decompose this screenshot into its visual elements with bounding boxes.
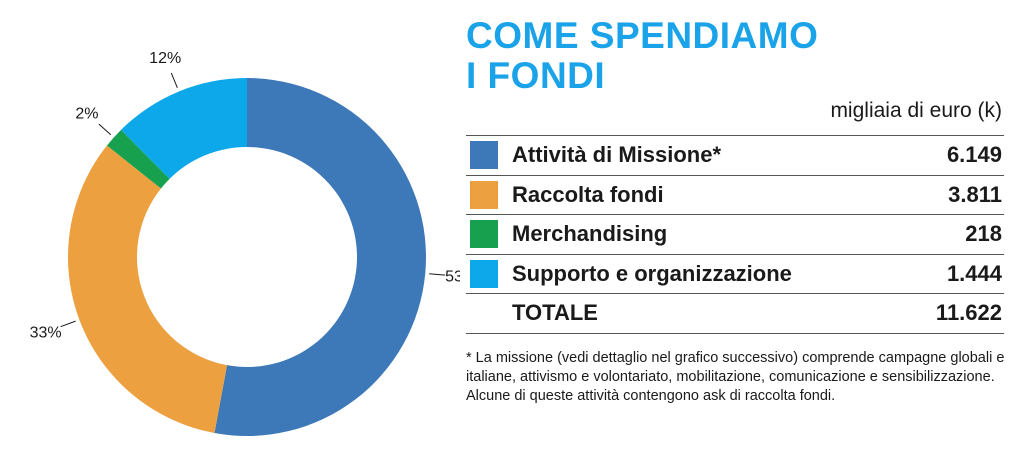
footnote: * La missione (vedi dettaglio nel grafic…	[466, 350, 1005, 404]
row-label: Merchandising	[512, 221, 668, 247]
slice-supporto	[121, 78, 247, 179]
row-value: 1.444	[946, 260, 1002, 286]
units-label: migliaia di euro (k)	[830, 99, 1002, 122]
title-line-1: COME SPENDIAMO	[466, 15, 819, 56]
row-value: 3.811	[948, 181, 1002, 207]
title-line-2: I FONDI	[466, 55, 606, 96]
donut-chart: 53% 33% 2% 12%	[30, 50, 460, 436]
row-value: 218	[965, 221, 1002, 247]
total-value: 11.622	[935, 300, 1002, 326]
slice-raccolta	[68, 145, 228, 434]
leader-lines	[60, 72, 446, 328]
legend-swatch-raccolta	[470, 180, 498, 209]
percent-label-merchandising: 2%	[75, 105, 98, 122]
row-label: Attività di Missione*	[512, 142, 722, 168]
legend-swatch-supporto	[470, 259, 498, 288]
leader-line	[98, 123, 112, 136]
legend-table: Attività di Missione* 6.149 Raccolta fon…	[466, 135, 1004, 334]
legend-swatch-merchandising	[470, 220, 498, 249]
table-row: Attività di Missione* 6.149	[466, 136, 1004, 176]
table-row: Merchandising 218	[466, 215, 1004, 255]
total-spacer	[470, 299, 498, 327]
leader-line	[429, 273, 446, 276]
row-label: Supporto e organizzazione	[512, 260, 792, 286]
total-row: TOTALE 11.622	[466, 294, 1004, 334]
table-row: Raccolta fondi 3.811	[466, 176, 1004, 215]
table-row: Supporto e organizzazione 1.444	[466, 255, 1004, 294]
row-value: 6.149	[946, 142, 1002, 168]
donut-slices	[68, 78, 426, 436]
leader-line	[60, 320, 76, 328]
percent-label-missione: 53%	[445, 269, 460, 286]
slice-merchandising	[106, 129, 170, 189]
percent-label-supporto: 12%	[149, 50, 181, 67]
chart-title: COME SPENDIAMO I FONDI	[466, 16, 818, 96]
leader-line	[170, 72, 178, 88]
legend-swatch-missione	[470, 141, 498, 170]
row-label: Raccolta fondi	[512, 181, 664, 207]
percent-labels: 53% 33% 2% 12%	[30, 50, 460, 341]
percent-label-raccolta: 33%	[30, 324, 62, 341]
slice-missione	[214, 78, 426, 436]
total-label: TOTALE	[512, 300, 598, 326]
